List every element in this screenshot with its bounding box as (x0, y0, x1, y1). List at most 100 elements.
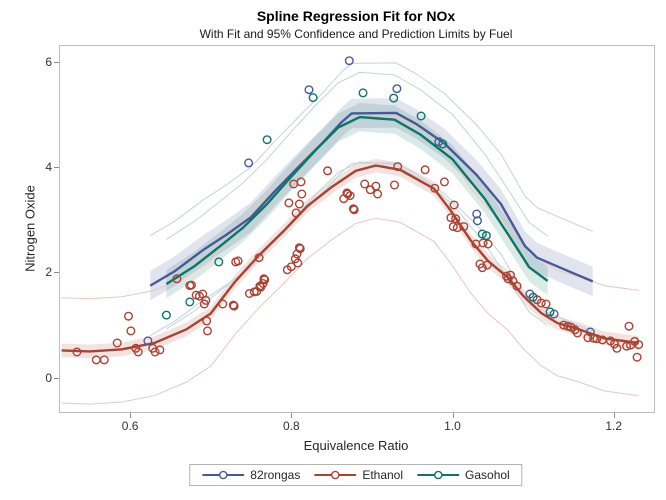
data-point-Ethanol (294, 243, 304, 253)
y-tick-label: 4 (45, 160, 52, 175)
data-point-Ethanol (632, 352, 642, 362)
data-point-Ethanol (572, 328, 582, 338)
x-tick-label: 1.2 (605, 419, 623, 433)
data-point-Ethanol (112, 338, 122, 348)
data-point-Ethanol (202, 316, 212, 326)
plot-area (59, 45, 655, 413)
data-point-Ethanol (72, 347, 82, 357)
data-point-Gasohol (389, 93, 399, 103)
data-point-Ethanol (218, 299, 228, 309)
data-point-82rongas (392, 84, 402, 94)
data-point-Ethanol (439, 177, 449, 187)
data-point-Ethanol (345, 191, 355, 201)
data-point-Ethanol (506, 270, 516, 280)
data-point-Ethanol (390, 180, 400, 190)
data-point-Ethanol (295, 244, 305, 254)
y-tick-mark (54, 61, 59, 63)
data-point-Ethanol (260, 275, 270, 285)
data-point-82rongas (344, 56, 354, 66)
data-point-Ethanol (202, 326, 212, 336)
data-point-Ethanol (449, 200, 459, 210)
data-point-82rongas (244, 158, 254, 168)
data-point-Gasohol (416, 111, 426, 121)
data-point-Gasohol (481, 231, 491, 241)
data-point-Gasohol (161, 310, 171, 320)
chart-title: Spline Regression Fit for NOx (256, 8, 456, 24)
data-point-Ethanol (420, 165, 430, 175)
chart-canvas (61, 56, 644, 405)
data-point-Gasohol (358, 88, 368, 98)
prediction-limit-lower-Gasohol (166, 161, 548, 330)
y-tick-mark (54, 272, 59, 274)
data-point-Ethanol (624, 321, 634, 331)
data-point-Ethanol (589, 333, 599, 343)
x-tick-label: 0.8 (282, 419, 300, 433)
fit-line-Ethanol (61, 164, 639, 353)
data-point-Ethanol (244, 288, 254, 298)
data-point-Ethanol (343, 189, 353, 199)
y-tick-mark (54, 167, 59, 169)
data-point-Ethanol (393, 162, 403, 172)
data-point-82rongas (304, 85, 314, 95)
fit-line-82rongas (149, 111, 594, 287)
legend-marker-Gasohol (417, 470, 460, 480)
data-point-Ethanol (592, 334, 602, 344)
data-point-Ethanol (286, 262, 296, 272)
data-point-Ethanol (284, 198, 294, 208)
data-point-Ethanol (446, 213, 456, 223)
data-point-Ethanol (172, 274, 182, 284)
y-tick-mark (54, 377, 59, 379)
data-point-82rongas (473, 216, 483, 226)
legend-marker-82rongas (202, 470, 245, 480)
data-point-Ethanol (622, 341, 632, 351)
data-point-Gasohol (528, 292, 538, 302)
data-point-Ethanol (452, 223, 462, 233)
data-point-Ethanol (459, 222, 469, 232)
data-point-Ethanol (634, 340, 644, 350)
data-point-Gasohol (545, 307, 555, 317)
legend-item-Gasohol: Gasohol (417, 468, 510, 482)
legend-item-82rongas: 82rongas (202, 468, 300, 482)
data-point-Ethanol (349, 205, 359, 215)
data-point-82rongas (472, 209, 482, 219)
x-axis-label: Equivalence Ratio (303, 438, 409, 453)
data-point-Gasohol (185, 297, 195, 307)
data-point-Gasohol (438, 139, 448, 149)
data-point-Gasohol (477, 229, 487, 239)
data-point-Ethanol (99, 355, 109, 365)
legend-marker-Ethanol (314, 470, 357, 480)
data-point-Gasohol (308, 93, 318, 103)
x-tick-label: 0.6 (121, 419, 139, 433)
data-point-Ethanol (229, 301, 239, 311)
data-point-Ethanol (259, 274, 269, 284)
legend-item-Ethanol: Ethanol (314, 468, 403, 482)
data-point-Ethanol (233, 256, 243, 266)
data-point-Ethanol (126, 326, 136, 336)
data-point-Ethanol (133, 347, 143, 357)
data-point-Ethanol (373, 189, 383, 199)
data-point-Ethanol (155, 345, 165, 355)
data-point-Ethanol (478, 238, 488, 248)
chart-subtitle: With Fit and 95% Confidence and Predicti… (199, 27, 513, 41)
x-tick-mark (130, 413, 132, 418)
legend-label-Ethanol: Ethanol (362, 468, 404, 482)
data-point-Ethanol (293, 258, 303, 268)
data-point-Ethanol (297, 189, 307, 199)
data-point-Ethanol (430, 183, 440, 193)
legend-label-Gasohol: Gasohol (465, 468, 510, 482)
data-point-Ethanol (371, 181, 381, 191)
legend: 82rongas Ethanol Gasohol (189, 464, 523, 486)
legend-label-82rongas: 82rongas (250, 468, 301, 482)
data-point-Ethanol (541, 299, 551, 309)
x-tick-mark (291, 413, 293, 418)
data-point-Ethanol (536, 298, 546, 308)
data-point-Ethanol (482, 260, 492, 270)
confidence-band-82rongas (150, 98, 593, 301)
prediction-limit-upper-Gasohol (166, 71, 548, 240)
data-point-Ethanol (483, 239, 493, 249)
data-point-Ethanol (294, 199, 304, 209)
data-point-Ethanol (360, 179, 370, 189)
data-point-Ethanol (448, 222, 458, 232)
data-point-Ethanol (477, 263, 487, 273)
